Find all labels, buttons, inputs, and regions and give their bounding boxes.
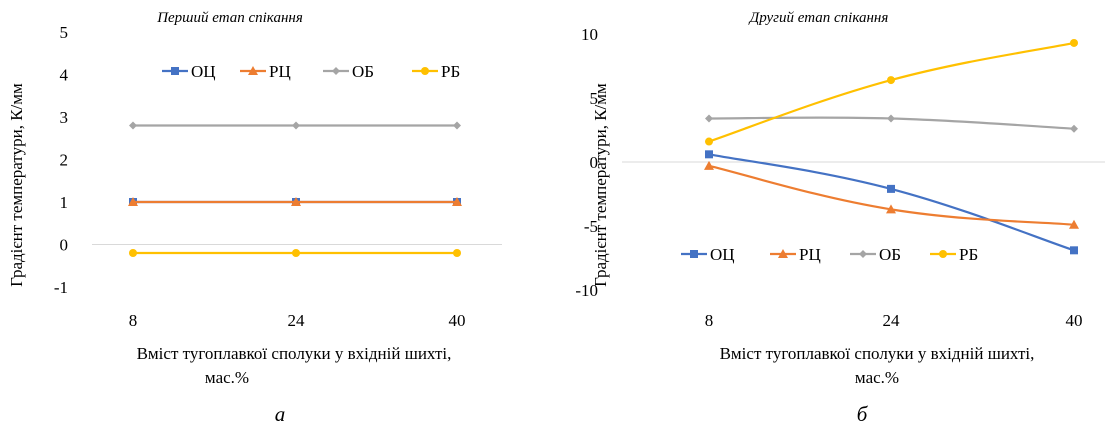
y-tick-label: 2	[60, 151, 69, 170]
x-tick-label: 40	[1066, 311, 1083, 330]
data-point-РБ	[887, 76, 895, 85]
data-point-РЦ	[704, 160, 714, 170]
legend-entry-РЦ: РЦ	[770, 245, 821, 264]
y-tick-label: 5	[60, 23, 69, 42]
chart-title: Другий етап спікання	[748, 10, 889, 26]
legend-label: ОЦ	[710, 245, 735, 264]
x-axis-label: мас.%	[205, 368, 249, 387]
legend-label: РБ	[441, 62, 460, 81]
legend-marker	[859, 250, 867, 258]
legend-marker	[778, 249, 788, 258]
x-tick-label: 8	[705, 311, 714, 330]
chart-title: Перший етап спікання	[156, 10, 303, 26]
data-point-ОЦ	[705, 150, 713, 159]
data-point-РЦ	[452, 197, 462, 206]
panel-letter: б	[857, 402, 869, 426]
y-tick-label: -10	[575, 281, 598, 300]
legend-marker	[421, 67, 429, 75]
legend-entry-ОБ: ОБ	[850, 245, 901, 264]
legend-marker	[171, 67, 179, 75]
data-point-РБ	[705, 137, 713, 146]
y-tick-label: 1	[60, 193, 69, 212]
legend-label: ОБ	[879, 245, 901, 264]
y-tick-label: 4	[60, 66, 69, 85]
data-point-РБ	[129, 249, 137, 257]
data-point-ОБ	[887, 114, 895, 123]
chart-a: Перший етап спікання -1 0 1 2 3 4 5 8 24 40 Градієн…	[7, 10, 502, 426]
legend-entry-РБ: РБ	[412, 62, 460, 81]
y-axis-label: Градієнт температури, К/мм	[591, 83, 610, 287]
y-tick-label: 10	[581, 25, 598, 44]
series-line-ОЦ	[708, 153, 1075, 252]
data-point-РБ	[292, 249, 300, 257]
legend-marker	[332, 67, 340, 75]
legend-label: ОБ	[352, 62, 374, 81]
y-tick-label: 0	[590, 153, 599, 172]
y-tick-label: 5	[590, 89, 599, 108]
legend-label: РЦ	[799, 245, 821, 264]
x-axis-label: мас.%	[855, 368, 899, 387]
y-tick-label: -5	[584, 217, 598, 236]
data-point-ОБ	[129, 121, 137, 130]
x-tick-label: 8	[129, 311, 138, 330]
y-tick-label: -1	[54, 278, 68, 297]
legend-entry-РБ: РБ	[930, 245, 978, 264]
series-line-РЦ	[708, 164, 1075, 226]
legend-marker	[248, 66, 258, 75]
legend-label: РБ	[959, 245, 978, 264]
data-point-ОБ	[1070, 124, 1078, 133]
x-tick-label: 24	[288, 311, 306, 330]
y-tick-label: 0	[60, 236, 69, 255]
data-point-РЦ	[128, 197, 138, 206]
legend-label: РЦ	[269, 62, 291, 81]
legend-entry-ОБ: ОБ	[323, 62, 374, 81]
legend-entry-РЦ: РЦ	[240, 62, 291, 81]
legend-marker	[939, 250, 947, 258]
chart-b: Другий етап спікання -10 -5 0 5 10 8 24 40 Градіє…	[575, 10, 1105, 426]
x-tick-label: 40	[449, 311, 466, 330]
x-axis-label: Вміст тугоплавкої сполуки у вхідній шихт…	[137, 344, 452, 363]
data-point-ОБ	[292, 121, 300, 130]
data-point-РЦ	[291, 197, 301, 206]
data-point-РБ	[1070, 38, 1078, 47]
data-point-ОЦ	[1070, 246, 1078, 255]
data-point-ОБ	[453, 121, 461, 130]
y-tick-label: 3	[60, 108, 69, 127]
series-line-РБ	[708, 41, 1075, 143]
legend-label: ОЦ	[191, 62, 216, 81]
legend-entry-ОЦ: ОЦ	[162, 62, 216, 81]
data-point-РБ	[453, 249, 461, 257]
data-point-ОЦ	[887, 184, 895, 193]
y-axis-label: Градієнт температури, К/мм	[7, 83, 26, 287]
x-axis-label: Вміст тугоплавкої сполуки у вхідній шихт…	[720, 344, 1035, 363]
data-point-РЦ	[886, 204, 896, 214]
data-point-РЦ	[1069, 219, 1079, 229]
data-point-ОБ	[705, 114, 713, 123]
legend-marker	[690, 250, 698, 258]
panel-letter: а	[275, 402, 286, 426]
x-tick-label: 24	[883, 311, 901, 330]
legend-entry-ОЦ: ОЦ	[681, 245, 735, 264]
